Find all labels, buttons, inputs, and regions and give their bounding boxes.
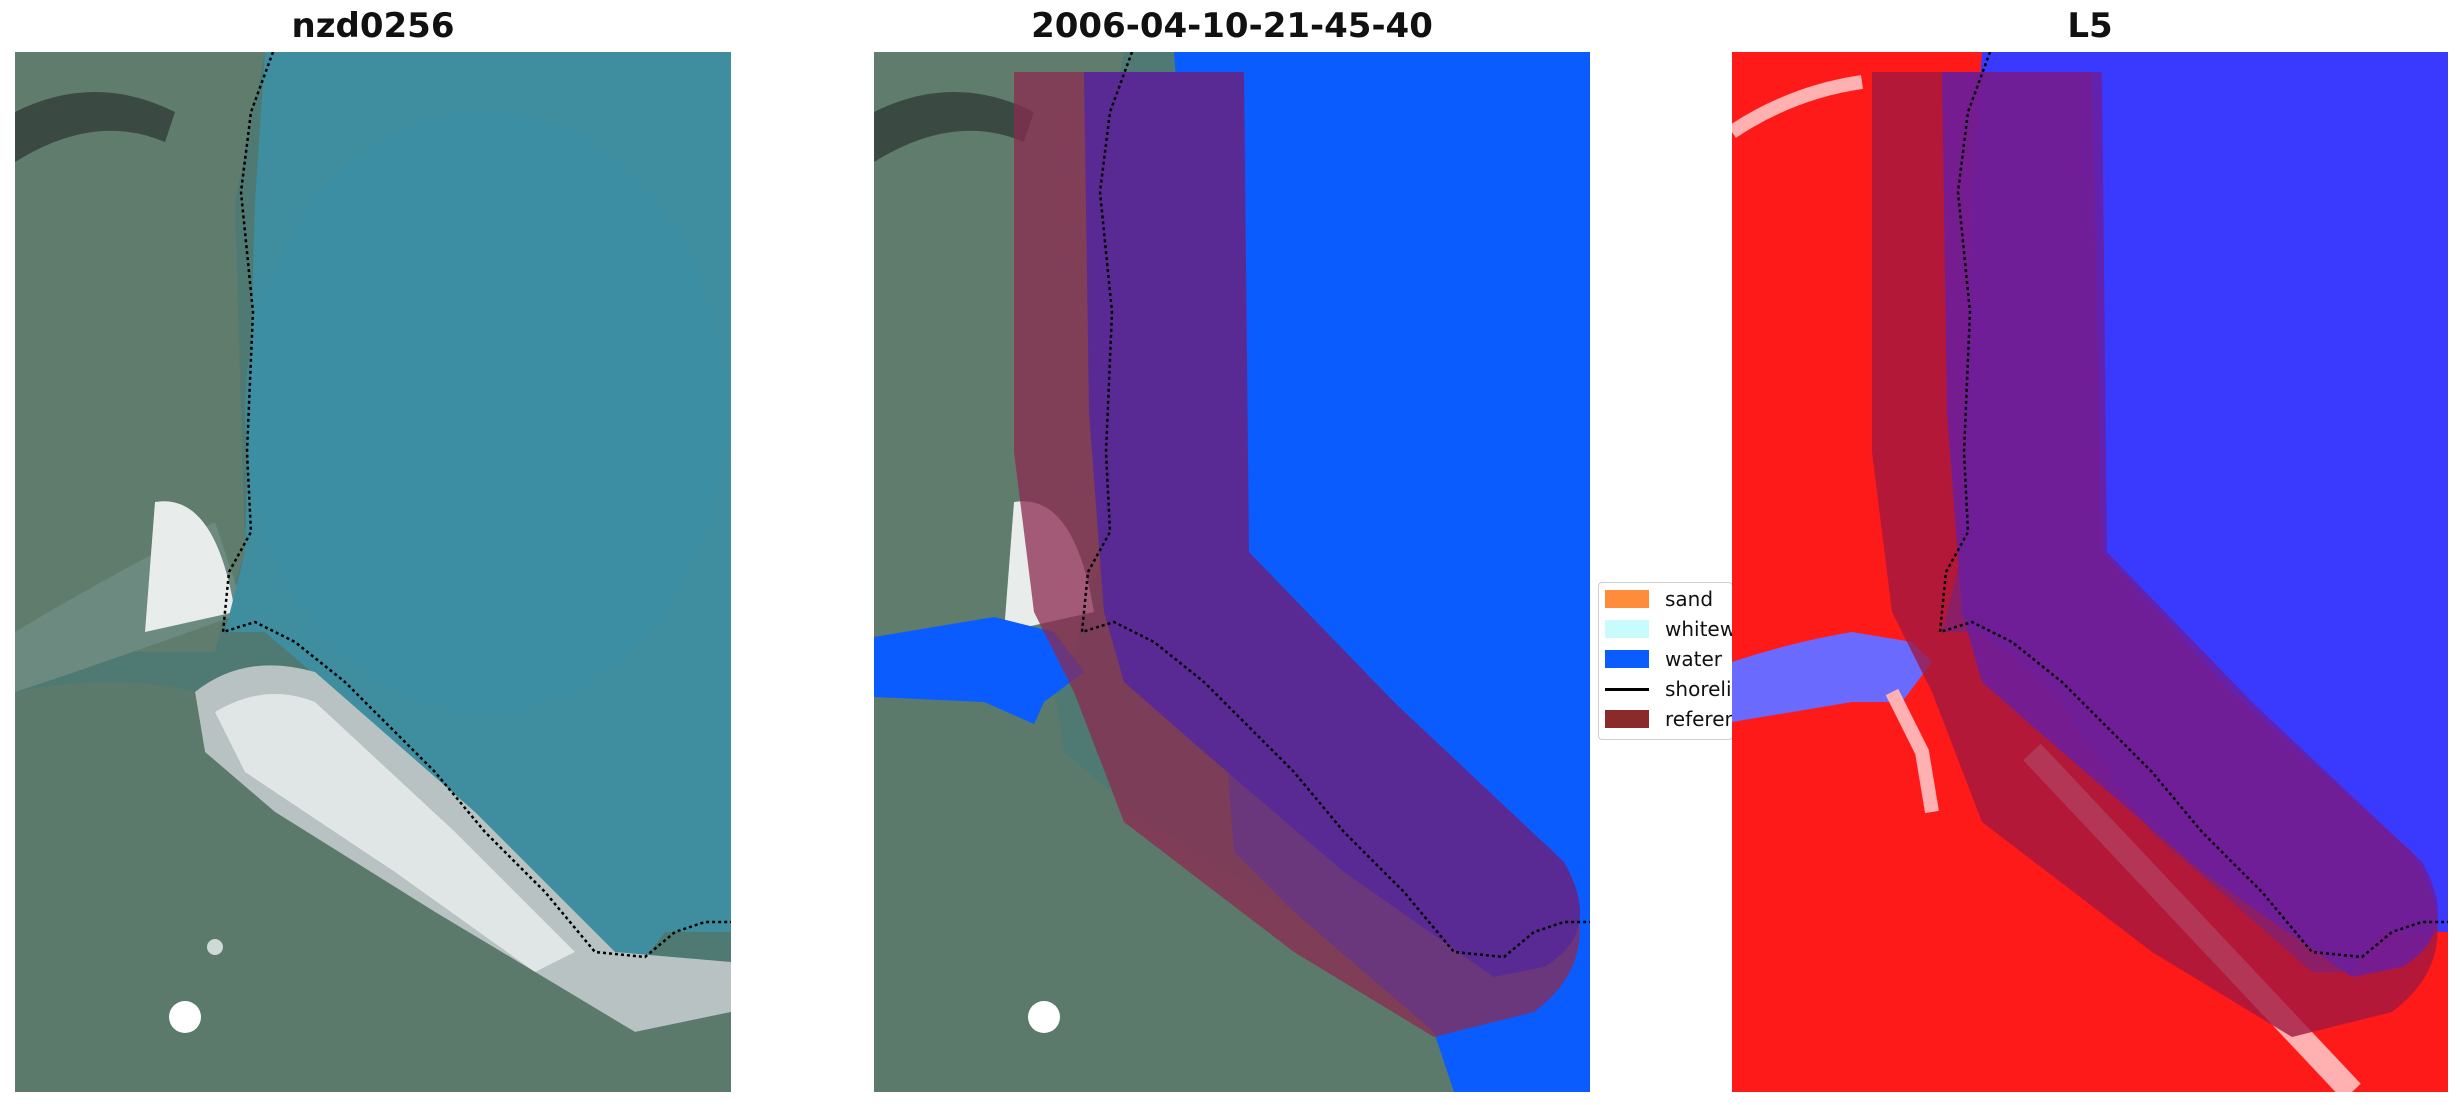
sand-swatch bbox=[1605, 590, 1649, 608]
legend-item-sand: sand bbox=[1605, 584, 1732, 614]
panel-title-date: 2006-04-10-21-45-40 bbox=[1031, 6, 1433, 46]
whitewater-swatch bbox=[1605, 620, 1649, 638]
classification-panel bbox=[874, 52, 1590, 1092]
index-image-panel bbox=[1732, 52, 2448, 1092]
panel-title-satellite: L5 bbox=[2067, 6, 2113, 46]
legend-label-shoreline: shoreline bbox=[1665, 677, 1732, 701]
legend-item-shoreline: shoreline bbox=[1605, 674, 1732, 704]
legend-item-water: water bbox=[1605, 644, 1732, 674]
classification-image bbox=[874, 52, 1590, 1092]
index-image bbox=[1732, 52, 2448, 1092]
reference-swatch bbox=[1605, 710, 1649, 728]
rgb-image-panel bbox=[15, 52, 731, 1092]
rgb-image bbox=[15, 52, 731, 1092]
legend-label-reference: reference bbox=[1665, 707, 1732, 731]
water-swatch bbox=[1605, 650, 1649, 668]
legend-label-water: water bbox=[1665, 647, 1722, 671]
legend-label-sand: sand bbox=[1665, 587, 1714, 611]
shoreline-swatch bbox=[1605, 687, 1649, 691]
panel-title-image-id: nzd0256 bbox=[291, 6, 455, 46]
legend-item-reference: reference bbox=[1605, 704, 1732, 734]
